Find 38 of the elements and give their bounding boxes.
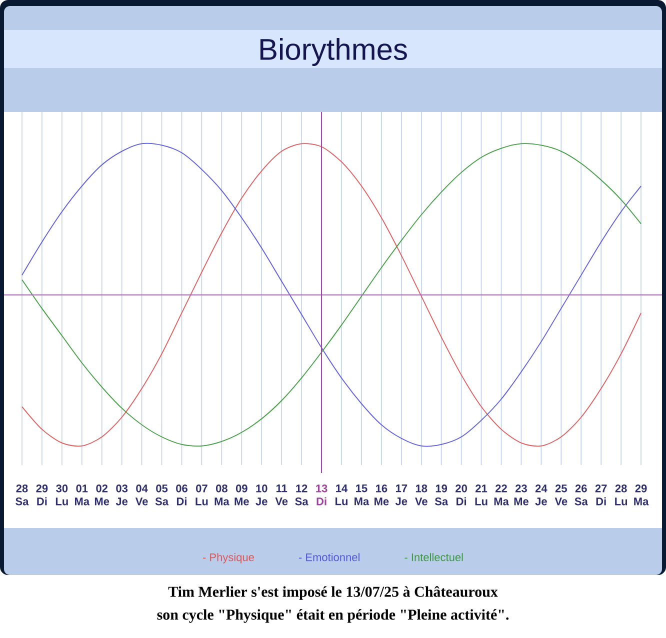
x-tick-label: 13 Di xyxy=(316,484,328,506)
x-tick-label: 14 Lu xyxy=(336,484,348,506)
x-tick-label: 27 Di xyxy=(595,484,607,506)
x-tick-label: 10 Je xyxy=(256,484,268,506)
x-tick-label: 19 Sa xyxy=(434,484,448,506)
x-tick-label: 11 Ve xyxy=(275,484,288,506)
text: - Intellectuel xyxy=(404,553,463,562)
x-tick-label: 22 Ma xyxy=(494,484,509,506)
x-tick-label: 28 Lu xyxy=(615,484,628,506)
x-tick-label: 23 Me xyxy=(514,484,528,506)
text: - Physique xyxy=(202,553,254,564)
x-tick-label: 28 Sa xyxy=(16,484,29,506)
x-tick-label: 21 Lu xyxy=(475,484,488,506)
x-tick-label: 29 Ma xyxy=(634,484,649,506)
x-tick-label: 16 Me xyxy=(374,484,389,506)
x-tick-label: 02 Me xyxy=(94,484,110,506)
x-tick-label: 03 Je xyxy=(116,484,128,506)
text: - Emotionnel xyxy=(298,553,360,562)
text: son cycle "Physique" était en période "Pleine activité". xyxy=(157,609,509,623)
x-tick-label: 08 Ma xyxy=(214,484,230,506)
x-tick-label: 04 Ve xyxy=(135,484,148,506)
x-tick-label: 09 Me xyxy=(234,484,249,506)
x-tick-label: 29 Di xyxy=(36,484,48,506)
x-tick-label: 20 Di xyxy=(456,484,467,506)
text: Tim Merlier s'est imposé le 13/07/25 à Châteauroux xyxy=(168,586,498,600)
x-tick-label: 18 Ve xyxy=(415,484,428,506)
x-tick-label: 17 Je xyxy=(395,484,408,506)
x-tick-label: 06 Di xyxy=(176,484,188,506)
x-tick-label: 15 Ma xyxy=(354,484,370,506)
x-tick-label: 26 Sa xyxy=(574,484,588,506)
x-tick-label: 12 Sa xyxy=(295,484,308,506)
x-tick-label: 30 Lu xyxy=(56,484,68,506)
x-tick-label: 07 Lu xyxy=(196,484,208,506)
x-tick-label: 05 Sa xyxy=(155,484,169,506)
x-tick-label: 01 Ma xyxy=(74,484,90,506)
x-tick-label: 25 Ve xyxy=(554,484,568,506)
chart-title: Biorythmes xyxy=(260,38,407,66)
x-tick-label: 24 Je xyxy=(535,484,548,506)
